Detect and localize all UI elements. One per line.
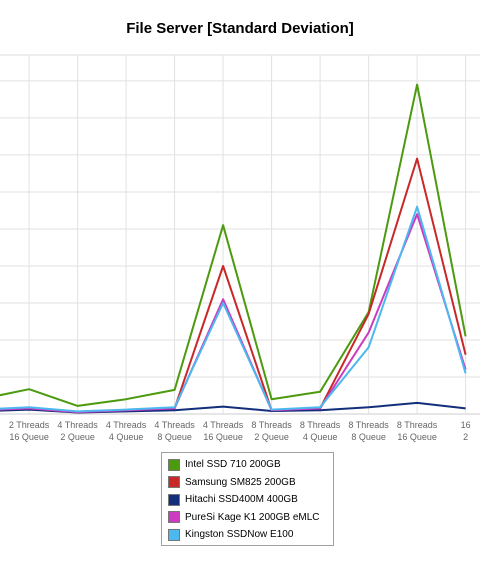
x-tick-label: 2 [463,432,468,442]
x-tick-label: 8 Queue [351,432,386,442]
x-tick-label: 4 Threads [106,420,147,430]
x-tick-label: 4 Queue [303,432,338,442]
x-tick-label: 16 Queue [397,432,437,442]
legend-swatch [168,511,180,524]
legend-item[interactable]: PureSi Kage K1 200GB eMLC [168,509,327,527]
legend-label: Hitachi SSD400M 400GB [185,494,298,506]
x-tick-label: 8 Threads [251,420,292,430]
legend-item[interactable]: Samsung SM825 200GB [168,474,327,492]
x-tick-label: 2 Threads [9,420,50,430]
x-tick-label: 16 Queue [9,432,49,442]
x-tick-label: 4 Threads [203,420,244,430]
legend-label: Samsung SM825 200GB [185,476,296,488]
series-line-1 [0,83,467,407]
chart-title: File Server [Standard Deviation] [126,20,354,37]
x-tick-label: 8 Threads [348,420,389,430]
series-line-4 [0,213,467,414]
legend-label: Intel SSD 710 200GB [185,459,281,471]
x-tick-label: 4 Queue [109,432,144,442]
x-tick-label: 16 [461,420,471,430]
x-tick-label: 8 Queue [157,432,192,442]
legend-item[interactable]: Hitachi SSD400M 400GB [168,491,327,509]
series-line-5 [0,205,467,413]
legend-swatch [168,493,180,506]
x-tick-label: 4 Threads [57,420,98,430]
legend-swatch [168,528,180,541]
legend-swatch [168,458,180,471]
series-lines [0,83,467,414]
legend: Intel SSD 710 200GB Samsung SM825 200GB Hi… [161,452,334,546]
gridlines [0,54,480,415]
legend-swatch [168,476,180,489]
x-tick-label: 4 Threads [154,420,195,430]
x-tick-label: 16 Queue [203,432,243,442]
legend-item[interactable]: Intel SSD 710 200GB [168,456,327,474]
x-tick-label: 2 Queue [254,432,289,442]
x-tick-label: 8 Threads [300,420,341,430]
legend-label: Kingston SSDNow E100 [185,529,294,541]
legend-item[interactable]: Kingston SSDNow E100 [168,526,327,544]
series-line-2 [0,157,467,414]
x-tick-label: 8 Threads [397,420,438,430]
legend-label: PureSi Kage K1 200GB eMLC [185,511,320,523]
x-tick-label: 2 Queue [60,432,95,442]
